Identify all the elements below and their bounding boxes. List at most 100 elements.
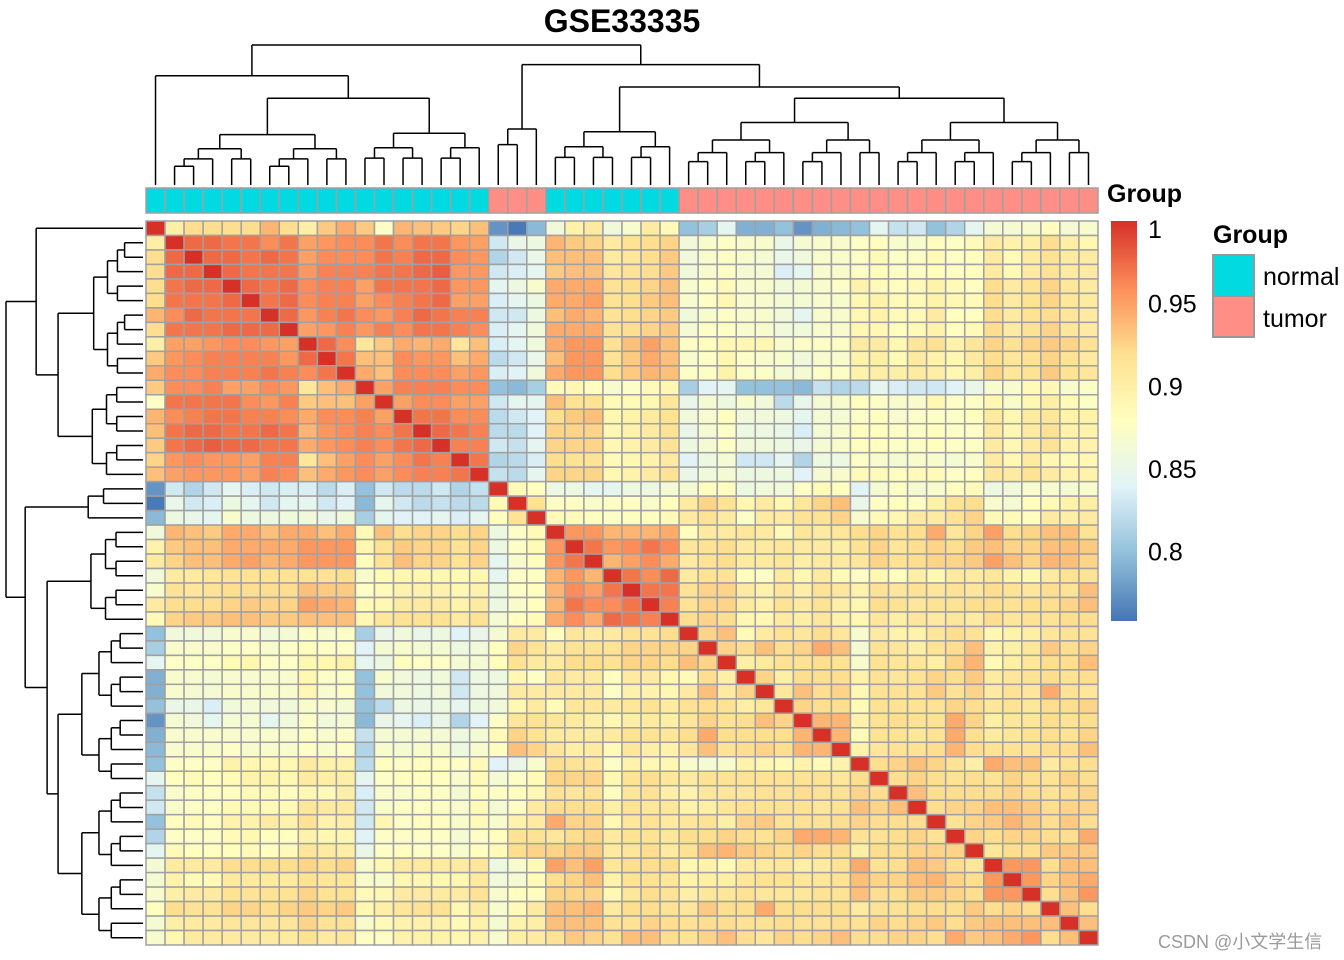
heatmap-cell — [430, 278, 452, 295]
heatmap-cell — [1078, 307, 1099, 324]
annotation-cell-tumor — [1059, 187, 1080, 214]
heatmap-cell — [468, 886, 490, 903]
heatmap-cell — [735, 538, 757, 555]
heatmap-cell — [564, 712, 585, 729]
heatmap-cell — [925, 842, 947, 859]
heatmap-cell — [868, 828, 890, 845]
heatmap-cell — [259, 784, 281, 801]
heatmap-cell — [735, 784, 757, 801]
heatmap-cell — [621, 784, 642, 801]
heatmap-cell — [849, 350, 871, 367]
heatmap-cell — [354, 640, 376, 657]
heatmap-cell — [564, 842, 585, 859]
heatmap-cell — [1021, 582, 1042, 599]
heatmap-cell — [545, 596, 566, 613]
heatmap-cell — [259, 929, 281, 946]
heatmap-cell — [602, 640, 623, 657]
heatmap-cell — [716, 741, 737, 758]
heatmap-cell — [221, 915, 242, 932]
heatmap-cell — [830, 538, 852, 555]
heatmap-cell — [1059, 611, 1080, 628]
heatmap-cell — [1059, 900, 1080, 917]
heatmap-cell — [602, 365, 623, 382]
heatmap-cell — [392, 553, 414, 570]
heatmap-cell — [354, 292, 376, 309]
heatmap-cell — [640, 915, 661, 932]
heatmap-cell — [354, 842, 376, 859]
heatmap-cell — [754, 567, 776, 584]
heatmap-cell — [392, 683, 414, 700]
heatmap-cell — [906, 451, 928, 468]
heatmap-cell — [906, 611, 928, 628]
heatmap-cell — [773, 727, 795, 744]
heatmap-cell — [278, 712, 300, 729]
heatmap-cell — [830, 900, 852, 917]
heatmap-cell — [1078, 350, 1099, 367]
heatmap-cell — [202, 770, 223, 787]
heatmap-cell — [545, 857, 566, 874]
heatmap-cell — [963, 278, 985, 295]
heatmap-cell — [1078, 712, 1099, 729]
heatmap-cell — [925, 770, 947, 787]
heatmap-cell — [202, 220, 223, 237]
heatmap-cell — [221, 828, 242, 845]
heatmap-cell — [564, 263, 585, 280]
heatmap-cell — [526, 278, 547, 295]
heatmap-cell — [487, 669, 509, 686]
heatmap-cell — [887, 263, 909, 280]
heatmap-cell — [1040, 524, 1061, 541]
heatmap-cell — [583, 828, 604, 845]
heatmap-cell — [297, 698, 319, 715]
heatmap-cell — [792, 741, 814, 758]
heatmap-cell — [259, 422, 281, 439]
heatmap-cell — [259, 799, 281, 816]
heatmap-cell — [164, 567, 185, 584]
heatmap-cell — [963, 871, 985, 888]
heatmap-cell — [678, 611, 699, 628]
heatmap-cell — [164, 278, 185, 295]
heatmap-cell — [1002, 582, 1023, 599]
heatmap-cell — [1040, 669, 1061, 686]
heatmap-cell — [278, 220, 300, 237]
heatmap-cell — [849, 871, 871, 888]
heatmap-cell — [830, 379, 852, 396]
heatmap-cell — [735, 756, 757, 772]
heatmap-cell — [1021, 495, 1042, 512]
heatmap-cell — [1059, 220, 1080, 237]
heatmap-cell — [868, 871, 890, 888]
column-dendrogram — [154, 44, 1090, 185]
heatmap-cell — [354, 437, 376, 454]
heatmap-cell — [754, 669, 776, 686]
heatmap-cell — [221, 278, 242, 295]
heatmap-cell — [183, 683, 204, 700]
heatmap-cell — [868, 480, 890, 497]
heatmap-cell — [354, 495, 376, 512]
heatmap-cell — [716, 842, 737, 859]
heatmap-cell — [564, 741, 585, 758]
heatmap-cell — [963, 553, 985, 570]
heatmap-cell — [1021, 857, 1042, 874]
heatmap-cell — [963, 567, 985, 584]
heatmap-cell — [906, 278, 928, 295]
heatmap-cell — [640, 698, 661, 715]
heatmap-cell — [411, 784, 433, 801]
heatmap-cell — [983, 741, 1004, 758]
heatmap-cell — [526, 451, 547, 468]
annotation-cell-tumor — [1002, 187, 1023, 214]
heatmap-cell — [145, 770, 166, 787]
heatmap-cell — [373, 741, 395, 758]
heatmap-cell — [678, 437, 699, 454]
heatmap-cell — [545, 524, 566, 541]
heatmap-cell — [278, 365, 300, 382]
heatmap-cell — [659, 422, 680, 439]
heatmap-cell — [1021, 394, 1042, 410]
heatmap-cell — [164, 727, 185, 744]
heatmap-cell — [792, 582, 814, 599]
heatmap-cell — [411, 669, 433, 686]
heatmap-cell — [906, 712, 928, 729]
heatmap-cell — [507, 828, 528, 845]
heatmap-cell — [830, 683, 852, 700]
heatmap-cell — [240, 394, 261, 410]
heatmap-cell — [1078, 466, 1099, 483]
heatmap-cell — [583, 365, 604, 382]
